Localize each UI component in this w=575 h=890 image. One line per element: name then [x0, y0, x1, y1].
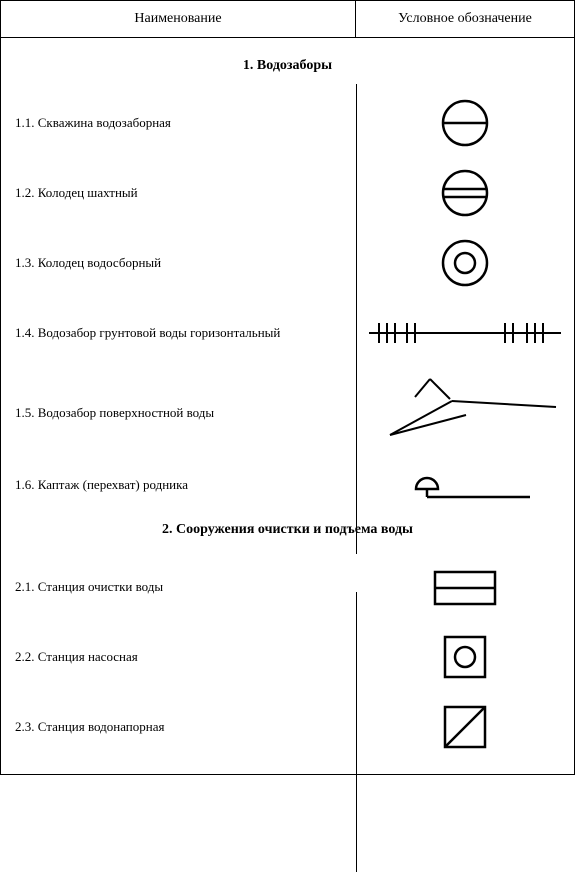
- row-label: 1.6. Каптаж (перехват) родника: [1, 477, 356, 493]
- table-row: 1.4. Водозабор грунтовой воды горизонтал…: [1, 298, 574, 368]
- row-label: 1.2. Колодец шахтный: [1, 185, 356, 201]
- symbol-circle-2hlines-icon: [356, 163, 574, 223]
- symbol-semicircle-stem-icon: [356, 465, 574, 505]
- table-row: 2.3. Станция водонапорная: [1, 692, 574, 762]
- row-label: 1.3. Колодец водосборный: [1, 255, 356, 271]
- table-body: 1. Водозаборы 1.1. Скважина водозаборная…: [1, 38, 574, 774]
- table-row: 1.1. Скважина водозаборная: [1, 88, 574, 158]
- table-row: 1.2. Колодец шахтный: [1, 158, 574, 228]
- header-symbol: Условное обозначение: [356, 1, 574, 37]
- symbol-square-diagonal-icon: [356, 697, 574, 757]
- column-divider-1: [356, 84, 357, 554]
- section-2-title: 2. Сооружения очистки и подъема воды: [1, 522, 574, 538]
- table-row: 1.6. Каптаж (перехват) родника: [1, 458, 574, 512]
- row-label: 1.4. Водозабор грунтовой воды горизонтал…: [1, 325, 356, 341]
- table-row: 1.5. Водозабор поверхностной воды: [1, 368, 574, 458]
- symbol-circle-hline-icon: [356, 93, 574, 153]
- page: Наименование Условное обозначение 1. Вод…: [0, 0, 575, 775]
- table-header: Наименование Условное обозначение: [1, 1, 574, 38]
- row-label: 1.1. Скважина водозаборная: [1, 115, 356, 131]
- row-label: 1.5. Водозабор поверхностной воды: [1, 405, 356, 421]
- symbol-square-inner-circle-icon: [356, 627, 574, 687]
- section-1-title: 1. Водозаборы: [1, 58, 574, 74]
- table-row: 2.2. Станция насосная: [1, 622, 574, 692]
- table-row: 1.3. Колодец водосборный: [1, 228, 574, 298]
- table-row: 2.1. Станция очистки воды: [1, 552, 574, 622]
- row-label: 2.3. Станция водонапорная: [1, 719, 356, 735]
- column-divider-2: [356, 592, 357, 872]
- symbol-rect-hline-icon: [356, 562, 574, 612]
- row-label: 2.2. Станция насосная: [1, 649, 356, 665]
- symbol-circle-inner-circle-icon: [356, 233, 574, 293]
- symbol-line-ticks-icon: [356, 313, 574, 353]
- row-label: 2.1. Станция очистки воды: [1, 579, 356, 595]
- header-name: Наименование: [1, 1, 356, 37]
- symbol-triangle-funnel-icon: [356, 373, 574, 453]
